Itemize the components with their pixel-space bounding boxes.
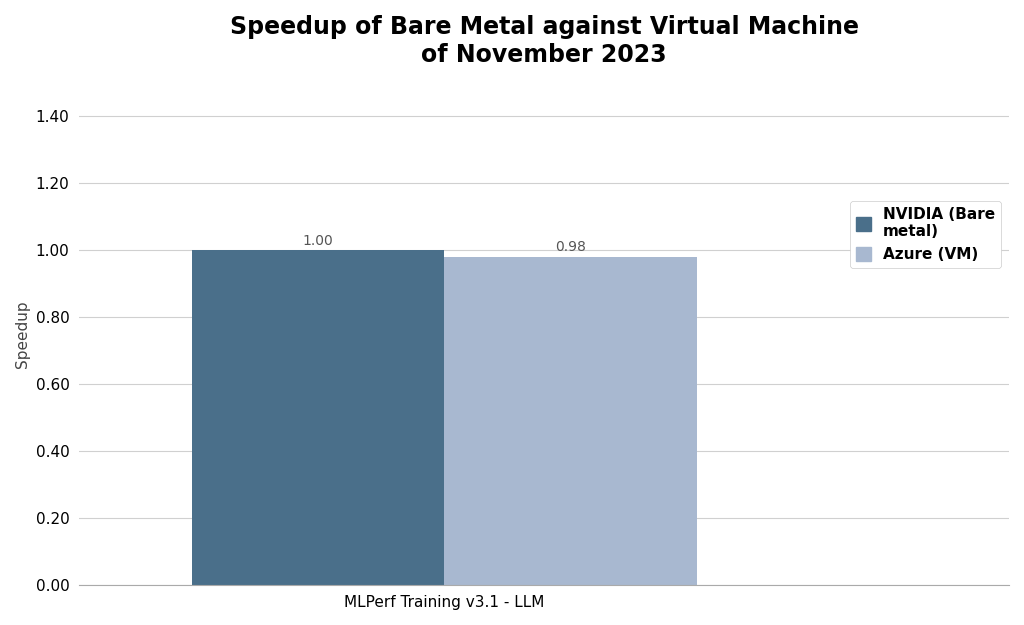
Bar — [444, 257, 697, 585]
Text: 0.98: 0.98 — [555, 240, 586, 254]
Bar — [193, 250, 444, 585]
Title: Speedup of Bare Metal against Virtual Machine
of November 2023: Speedup of Bare Metal against Virtual Ma… — [229, 15, 858, 67]
Legend: NVIDIA (Bare
metal), Azure (VM): NVIDIA (Bare metal), Azure (VM) — [850, 201, 1001, 268]
Text: 1.00: 1.00 — [303, 234, 334, 248]
Y-axis label: Speedup: Speedup — [15, 300, 30, 368]
